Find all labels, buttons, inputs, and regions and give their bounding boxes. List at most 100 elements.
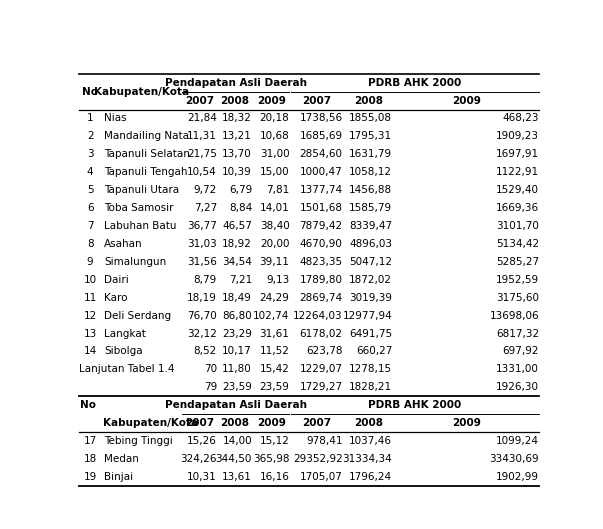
Text: Kabupaten/Kota: Kabupaten/Kota [94,87,189,97]
Text: 1529,40: 1529,40 [496,185,539,195]
Text: 18: 18 [83,454,96,464]
Text: 1729,27: 1729,27 [300,382,343,393]
Text: 324,26: 324,26 [180,454,217,464]
Text: 2007: 2007 [303,418,332,428]
Text: 31,56: 31,56 [187,257,217,267]
Text: 23,29: 23,29 [222,329,252,339]
Text: 18,92: 18,92 [222,239,252,249]
Text: 5: 5 [87,185,93,195]
Text: 1697,91: 1697,91 [496,149,539,159]
Text: 86,80: 86,80 [223,311,252,321]
Text: Sibolga: Sibolga [104,346,142,357]
Text: 10,17: 10,17 [223,346,252,357]
Text: 23,59: 23,59 [222,382,252,393]
Text: 1796,24: 1796,24 [349,472,392,482]
Text: 2009: 2009 [257,418,286,428]
Text: 1099,24: 1099,24 [496,436,539,446]
Text: 2007: 2007 [303,96,332,106]
Text: 3: 3 [87,149,93,159]
Text: Medan: Medan [104,454,139,464]
Text: 13,61: 13,61 [222,472,252,482]
Text: 1789,80: 1789,80 [300,275,343,285]
Text: 8,79: 8,79 [194,275,217,285]
Text: 7,21: 7,21 [229,275,252,285]
Text: 7,27: 7,27 [194,203,217,213]
Text: 1122,91: 1122,91 [496,167,539,177]
Text: 1278,15: 1278,15 [349,364,392,375]
Text: Pendapatan Asli Daerah: Pendapatan Asli Daerah [165,400,307,410]
Text: 1828,21: 1828,21 [349,382,392,393]
Text: 8339,47: 8339,47 [349,221,392,231]
Text: 365,98: 365,98 [253,454,289,464]
Text: Tapanuli Utara: Tapanuli Utara [104,185,179,195]
Text: 29352,92: 29352,92 [293,454,343,464]
Text: 1000,47: 1000,47 [300,167,343,177]
Text: Labuhan Batu: Labuhan Batu [104,221,177,231]
Text: 6,79: 6,79 [229,185,252,195]
Text: 1685,69: 1685,69 [300,131,343,141]
Text: 7879,42: 7879,42 [300,221,343,231]
Text: 697,92: 697,92 [502,346,539,357]
Text: 20,18: 20,18 [260,113,289,123]
Text: 14,01: 14,01 [260,203,289,213]
Text: 11,80: 11,80 [223,364,252,375]
Text: 13,21: 13,21 [222,131,252,141]
Text: 79: 79 [204,382,217,393]
Text: 24,29: 24,29 [259,293,289,303]
Text: 7,81: 7,81 [266,185,289,195]
Text: 8,52: 8,52 [194,346,217,357]
Text: 14,00: 14,00 [223,436,252,446]
Text: 4823,35: 4823,35 [300,257,343,267]
Text: 17: 17 [83,436,96,446]
Text: 9,72: 9,72 [194,185,217,195]
Text: 15,12: 15,12 [259,436,289,446]
Text: 15,26: 15,26 [187,436,217,446]
Text: 21,84: 21,84 [187,113,217,123]
Text: 1585,79: 1585,79 [349,203,392,213]
Text: 12: 12 [83,311,96,321]
Text: Deli Serdang: Deli Serdang [104,311,171,321]
Text: Toba Samosir: Toba Samosir [104,203,174,213]
Text: 31,03: 31,03 [187,239,217,249]
Text: 1926,30: 1926,30 [496,382,539,393]
Text: 6: 6 [87,203,93,213]
Text: 20,00: 20,00 [260,239,289,249]
Text: 1058,12: 1058,12 [349,167,392,177]
Text: 1909,23: 1909,23 [496,131,539,141]
Text: Tebing Tinggi: Tebing Tinggi [104,436,172,446]
Text: 6178,02: 6178,02 [300,329,343,339]
Text: 623,78: 623,78 [306,346,343,357]
Text: 2008: 2008 [221,418,250,428]
Text: 9: 9 [87,257,93,267]
Text: 21,75: 21,75 [187,149,217,159]
Text: 1037,46: 1037,46 [349,436,392,446]
Text: 10,39: 10,39 [223,167,252,177]
Text: 11,52: 11,52 [259,346,289,357]
Text: Binjai: Binjai [104,472,133,482]
Text: 13,70: 13,70 [223,149,252,159]
Text: Lanjutan Tabel 1.4: Lanjutan Tabel 1.4 [79,364,175,375]
Text: 2008: 2008 [353,96,383,106]
Text: 344,50: 344,50 [216,454,252,464]
Text: 102,74: 102,74 [253,311,289,321]
Text: 1669,36: 1669,36 [496,203,539,213]
Text: 3175,60: 3175,60 [496,293,539,303]
Text: 15,42: 15,42 [259,364,289,375]
Text: 1902,99: 1902,99 [496,472,539,482]
Text: Langkat: Langkat [104,329,146,339]
Text: 32,12: 32,12 [187,329,217,339]
Text: 2854,60: 2854,60 [300,149,343,159]
Text: 6491,75: 6491,75 [349,329,392,339]
Text: 3019,39: 3019,39 [349,293,392,303]
Text: Tapanuli Tengah: Tapanuli Tengah [104,167,188,177]
Text: 11: 11 [83,293,96,303]
Text: 2007: 2007 [185,418,214,428]
Text: Kabupaten/Kota: Kabupaten/Kota [104,418,198,428]
Text: 660,27: 660,27 [356,346,392,357]
Text: 18,49: 18,49 [222,293,252,303]
Text: 13: 13 [83,329,96,339]
Text: 18,32: 18,32 [222,113,252,123]
Text: 2007: 2007 [185,96,214,106]
Text: 7: 7 [87,221,93,231]
Text: Simalungun: Simalungun [104,257,166,267]
